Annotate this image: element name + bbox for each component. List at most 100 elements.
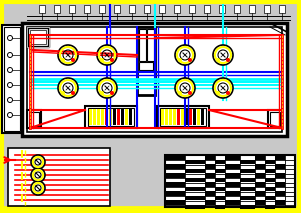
Bar xyxy=(165,191,185,196)
Circle shape xyxy=(97,78,117,98)
Bar xyxy=(84,5,90,13)
Bar xyxy=(165,173,185,177)
Circle shape xyxy=(8,82,13,88)
Bar xyxy=(147,29,154,61)
Bar xyxy=(157,106,209,128)
Circle shape xyxy=(110,91,114,95)
Bar xyxy=(8,148,110,206)
Bar xyxy=(185,177,205,182)
Bar xyxy=(89,109,92,125)
Bar xyxy=(181,109,184,125)
Bar xyxy=(185,168,205,173)
Bar xyxy=(173,109,176,125)
Circle shape xyxy=(100,58,104,62)
Bar xyxy=(165,109,168,125)
Bar xyxy=(117,109,120,125)
Bar xyxy=(225,155,240,160)
Circle shape xyxy=(188,91,192,95)
Bar xyxy=(205,155,215,160)
Bar xyxy=(240,187,255,191)
Bar xyxy=(125,109,128,125)
Bar xyxy=(255,173,265,177)
Circle shape xyxy=(226,91,230,95)
Bar xyxy=(255,182,265,187)
Circle shape xyxy=(8,68,13,72)
Bar xyxy=(215,160,225,164)
Bar xyxy=(197,109,200,125)
Bar xyxy=(255,191,265,196)
Bar xyxy=(4,27,20,131)
Bar xyxy=(159,5,165,13)
Bar xyxy=(240,160,255,164)
Circle shape xyxy=(31,155,45,169)
Bar xyxy=(255,164,265,168)
Bar xyxy=(165,200,185,204)
Bar xyxy=(275,200,285,204)
Bar xyxy=(105,109,108,125)
Bar xyxy=(275,191,285,196)
Bar xyxy=(29,29,47,45)
Bar xyxy=(185,204,205,209)
Circle shape xyxy=(61,58,65,62)
Bar xyxy=(255,200,265,204)
Bar xyxy=(204,5,210,13)
Bar xyxy=(144,5,150,13)
Bar xyxy=(185,109,188,125)
Bar xyxy=(240,196,255,200)
Bar xyxy=(265,177,275,182)
Circle shape xyxy=(71,58,75,62)
Bar xyxy=(165,155,295,207)
Bar xyxy=(275,173,285,177)
Bar xyxy=(219,5,225,13)
Circle shape xyxy=(61,91,65,95)
Circle shape xyxy=(213,45,233,65)
Bar xyxy=(275,182,285,187)
Bar xyxy=(265,204,275,209)
Circle shape xyxy=(31,168,45,182)
Bar xyxy=(185,160,205,164)
Bar xyxy=(215,187,225,191)
Bar xyxy=(39,5,45,13)
Bar xyxy=(93,109,96,125)
Circle shape xyxy=(8,52,13,58)
Bar xyxy=(165,155,185,160)
Circle shape xyxy=(178,91,182,95)
Bar xyxy=(114,5,120,13)
Bar xyxy=(268,110,282,128)
Bar xyxy=(215,204,225,209)
Bar xyxy=(139,62,153,70)
Bar xyxy=(215,196,225,200)
Bar xyxy=(275,164,285,168)
Circle shape xyxy=(175,45,195,65)
Bar xyxy=(139,29,146,61)
Bar xyxy=(193,109,196,125)
Circle shape xyxy=(71,91,75,95)
Bar xyxy=(161,109,164,125)
Circle shape xyxy=(213,78,233,98)
Bar xyxy=(27,110,41,128)
Bar xyxy=(265,168,275,173)
Bar xyxy=(215,177,225,182)
Bar xyxy=(27,27,49,47)
Bar xyxy=(205,164,215,168)
Circle shape xyxy=(110,58,114,62)
Bar xyxy=(22,23,287,136)
Bar xyxy=(205,182,215,187)
Bar xyxy=(177,109,180,125)
Bar xyxy=(264,5,270,13)
Circle shape xyxy=(175,78,195,98)
Bar xyxy=(2,25,22,133)
Bar xyxy=(174,5,180,13)
Bar xyxy=(240,204,255,209)
Circle shape xyxy=(58,78,78,98)
Circle shape xyxy=(100,91,104,95)
Circle shape xyxy=(8,98,13,102)
Bar xyxy=(99,5,105,13)
Bar xyxy=(215,168,225,173)
Circle shape xyxy=(97,45,117,65)
Bar xyxy=(279,5,285,13)
Bar xyxy=(101,109,104,125)
Bar xyxy=(30,30,46,44)
Bar xyxy=(88,108,134,126)
Bar xyxy=(27,27,282,132)
